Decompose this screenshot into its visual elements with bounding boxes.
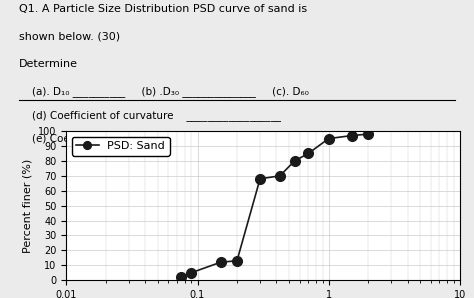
PSD: Sand: (0.2, 13): Sand: (0.2, 13) [234, 259, 240, 263]
PSD: Sand: (0.3, 68): Sand: (0.3, 68) [257, 177, 263, 181]
Y-axis label: Percent finer (%): Percent finer (%) [23, 159, 33, 253]
Text: Determine: Determine [18, 59, 78, 69]
PSD: Sand: (1.5, 97): Sand: (1.5, 97) [349, 134, 355, 137]
Text: (a). D₁₀ __________     (b) .D₃₀ ______________     (c). D₆₀: (a). D₁₀ __________ (b) .D₃₀ ___________… [18, 86, 309, 97]
PSD: Sand: (0.15, 12): Sand: (0.15, 12) [218, 260, 223, 264]
PSD: Sand: (0.7, 85): Sand: (0.7, 85) [305, 152, 311, 155]
Text: shown below. (30): shown below. (30) [18, 31, 120, 41]
PSD: Sand: (1, 95): Sand: (1, 95) [326, 137, 331, 140]
PSD: Sand: (0.09, 5): Sand: (0.09, 5) [189, 271, 194, 274]
Line: PSD: Sand: PSD: Sand [176, 129, 373, 282]
PSD: Sand: (0.075, 2): Sand: (0.075, 2) [178, 275, 184, 279]
PSD: Sand: (0.425, 70): Sand: (0.425, 70) [277, 174, 283, 178]
Text: (d) Coefficient of curvature    __________________: (d) Coefficient of curvature ___________… [18, 110, 281, 121]
PSD: Sand: (2, 98): Sand: (2, 98) [365, 132, 371, 136]
Text: Q1. A Particle Size Distribution PSD curve of sand is: Q1. A Particle Size Distribution PSD cur… [18, 4, 307, 14]
Legend: PSD: Sand: PSD: Sand [72, 137, 170, 156]
Text: (e) Coefficient of uniformity   __________________: (e) Coefficient of uniformity __________… [18, 133, 281, 144]
PSD: Sand: (0.55, 80): Sand: (0.55, 80) [292, 159, 298, 163]
